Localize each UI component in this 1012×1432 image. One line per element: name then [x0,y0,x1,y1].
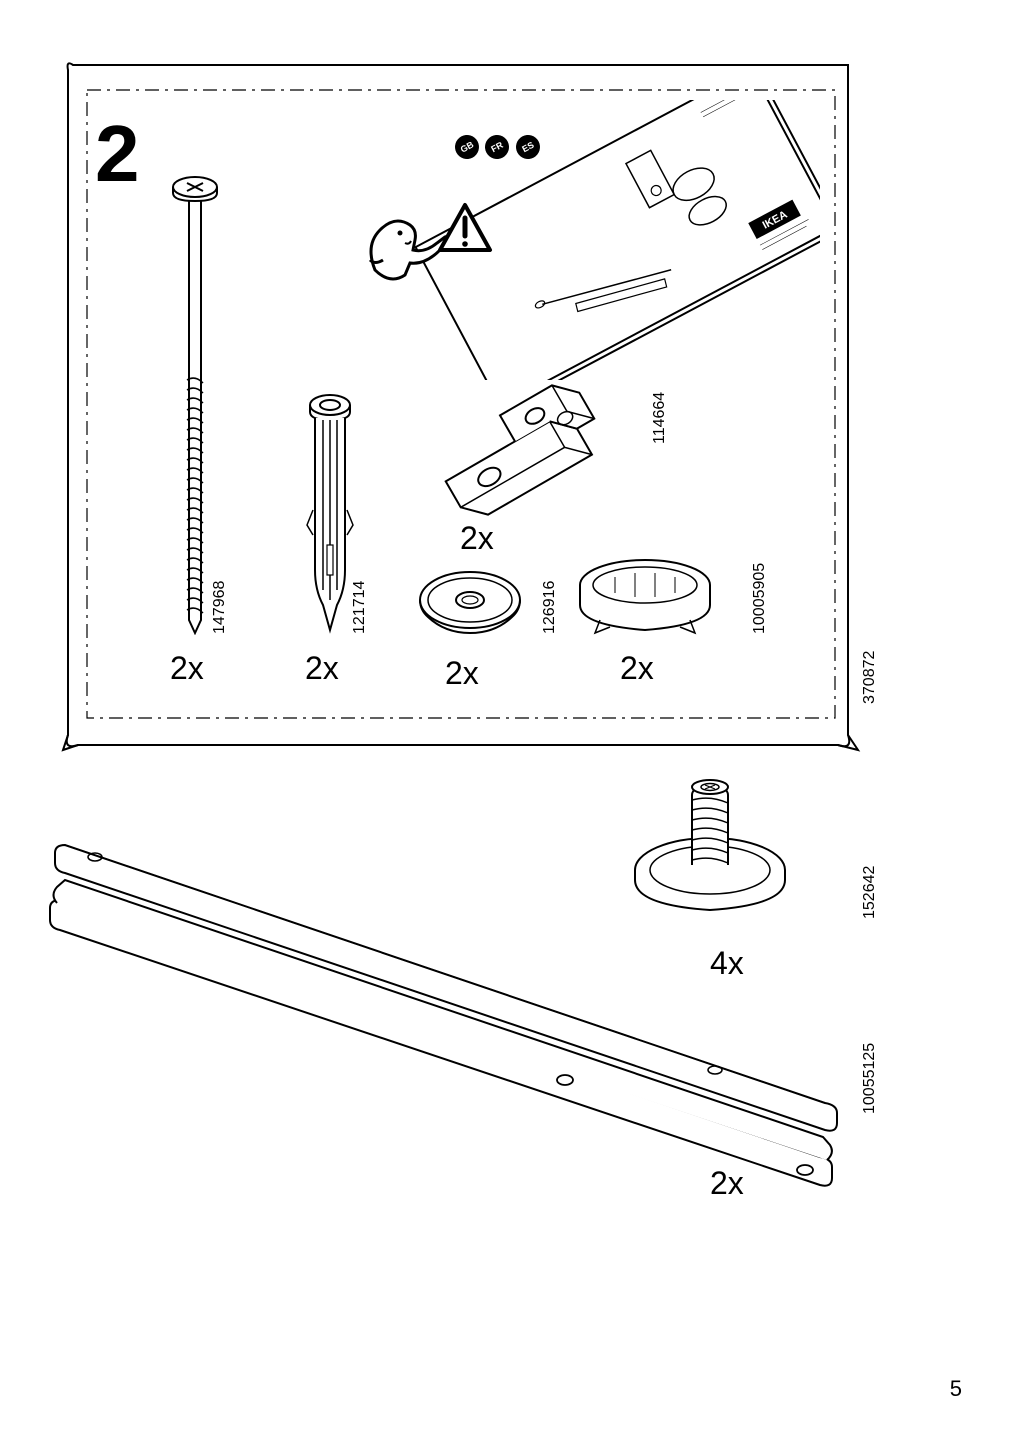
lang-es-badge: ES [512,131,544,163]
foot-part-number: 152642 [861,866,879,919]
anchor-qty: 2x [305,650,339,687]
step-number: 2 [95,108,140,200]
lang-gb-badge: GB [451,131,483,163]
bracket-illustration [420,370,620,530]
bracket-part-number: 114664 [651,392,669,444]
screw-illustration [165,175,225,635]
cap-illustration [565,555,725,645]
washer-illustration [410,565,530,645]
rail-qty: 2x [710,1165,744,1202]
language-badges: GB FR ES [455,135,542,159]
rail-part-number: 10055125 [861,1043,879,1114]
washer-qty: 2x [445,655,479,692]
screw-qty: 2x [170,650,204,687]
lang-fr-badge: FR [481,131,513,163]
bracket-qty: 2x [460,520,494,557]
packet-part-number: 370872 [861,651,879,704]
warning-triangle-icon [435,200,495,260]
page-number: 5 [950,1376,962,1402]
instruction-page: 2 IKEA GB [0,0,1012,1432]
screw-part-number: 147968 [211,581,229,634]
cap-part-number: 10005905 [751,563,769,634]
washer-part-number: 126916 [541,581,559,634]
anchor-part-number: 121714 [351,581,369,634]
cap-qty: 2x [620,650,654,687]
support-rail-illustration [35,805,845,1190]
